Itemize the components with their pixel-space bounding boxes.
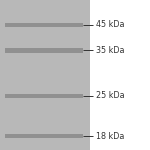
Bar — [90, 0, 150, 150]
Bar — [4, 22, 82, 27]
Text: 18 kDa: 18 kDa — [96, 132, 124, 141]
Text: 35 kDa: 35 kDa — [96, 46, 124, 55]
Text: 45 kDa: 45 kDa — [96, 20, 124, 29]
Bar — [4, 134, 82, 138]
Text: 25 kDa: 25 kDa — [96, 92, 125, 100]
Bar — [4, 94, 82, 98]
Bar — [0, 0, 90, 150]
Bar — [4, 48, 82, 52]
